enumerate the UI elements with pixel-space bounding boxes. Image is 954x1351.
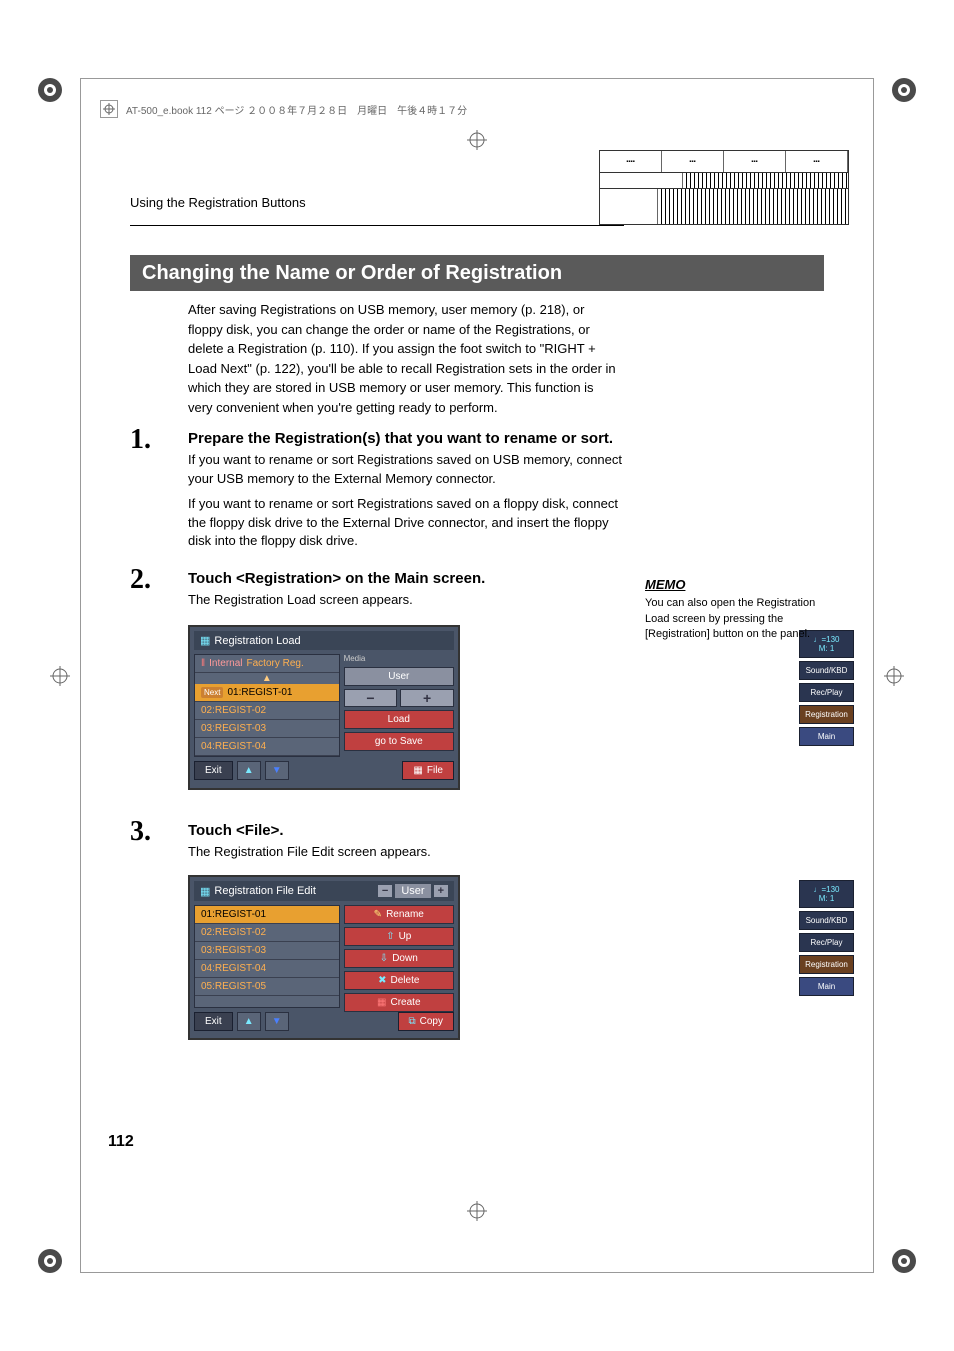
registration-load-screen: ▦ Registration Load ‖ Internal Factory R… (188, 625, 460, 790)
rename-button[interactable]: ✎Rename (344, 905, 454, 924)
keyboard-diagram: ▪▪▪▪▪▪▪▪▪▪▪▪▪ (599, 150, 849, 225)
registration-button[interactable]: Registration (799, 955, 854, 974)
sound-kbd-button[interactable]: Sound/KBD (799, 661, 854, 680)
memo-label: MEMO (645, 576, 685, 594)
list-item[interactable]: 04:REGIST-04 (195, 960, 339, 978)
main-button[interactable]: Main (799, 727, 854, 746)
media-label: Media (344, 654, 454, 663)
main-button[interactable]: Main (799, 977, 854, 996)
up-arrow-button[interactable]: ▲ (237, 1012, 261, 1031)
user-button[interactable]: User (344, 667, 454, 686)
file-button[interactable]: ▦File (402, 761, 454, 780)
user-button[interactable]: User (395, 884, 430, 898)
create-button[interactable]: ▦Create (344, 993, 454, 1012)
sound-kbd-button[interactable]: Sound/KBD (799, 911, 854, 930)
reg-mark-icon (884, 666, 904, 686)
divider (130, 225, 624, 226)
down-arrow-button[interactable]: ▼ (265, 1012, 289, 1031)
registration-button[interactable]: Registration (799, 705, 854, 724)
step-title: Touch <Registration> on the Main screen. (188, 570, 630, 587)
reg-mark-icon (50, 666, 70, 686)
memo-text: You can also open the Registration Load … (645, 596, 825, 642)
screen-title: ▦ Registration Load (194, 631, 454, 650)
down-button[interactable]: ⇩Down (344, 949, 454, 968)
rec-play-button[interactable]: Rec/Play (799, 933, 854, 952)
intro-paragraph: After saving Registrations on USB memory… (188, 300, 618, 417)
step-body-text: If you want to rename or sort Registrati… (188, 451, 630, 489)
exit-button[interactable]: Exit (194, 1012, 233, 1031)
minus-button[interactable]: − (378, 885, 392, 897)
page-heading: Changing the Name or Order of Registrati… (130, 255, 824, 291)
crop-mark-icon (35, 1246, 65, 1276)
list-header: ‖ Internal Factory Reg. (195, 655, 339, 673)
goto-save-button[interactable]: go to Save (344, 732, 454, 751)
step-body-text: The Registration Load screen appears. (188, 591, 630, 610)
page-number: 112 (108, 1133, 134, 1151)
reg-mark-icon (100, 100, 118, 118)
heading-text: Changing the Name or Order of Registrati… (142, 262, 562, 285)
step-3: 3. Touch <File>. The Registration File E… (130, 822, 630, 868)
next-badge: Next (201, 687, 223, 698)
copy-button[interactable]: ⧉Copy (398, 1012, 455, 1031)
rec-play-button[interactable]: Rec/Play (799, 683, 854, 702)
crop-mark-icon (889, 75, 919, 105)
step-body-text: The Registration File Edit screen appear… (188, 843, 630, 862)
list-item[interactable]: 05:REGIST-05 (195, 978, 339, 996)
step-number: 3. (130, 816, 151, 848)
up-arrow-button[interactable]: ▲ (237, 761, 261, 780)
plus-button[interactable]: + (400, 689, 454, 707)
step-1: 1. Prepare the Registration(s) that you … (130, 430, 630, 557)
list-item[interactable]: 02:REGIST-02 (195, 924, 339, 942)
step-number: 1. (130, 424, 151, 456)
step-number: 2. (130, 564, 151, 596)
down-arrow-button[interactable]: ▼ (265, 761, 289, 780)
plus-button[interactable]: + (434, 885, 448, 897)
list-item[interactable]: Next 01:REGIST-01 (195, 684, 339, 702)
up-button[interactable]: ⇧Up (344, 927, 454, 946)
list-item[interactable]: 04:REGIST-04 (195, 738, 339, 756)
step-title: Touch <File>. (188, 822, 630, 839)
screen-title-text: Registration Load (214, 635, 300, 647)
crop-mark-icon (35, 75, 65, 105)
memo-note: MEMO You can also open the Registration … (645, 576, 825, 642)
list-item[interactable]: 03:REGIST-03 (195, 720, 339, 738)
section-label: Using the Registration Buttons (130, 195, 306, 210)
delete-button[interactable]: ✖Delete (344, 971, 454, 990)
side-panel: ♩=130 M: 1 Sound/KBD Rec/Play Registrati… (799, 880, 854, 996)
step-title: Prepare the Registration(s) that you wan… (188, 430, 630, 447)
list-item[interactable]: 02:REGIST-02 (195, 702, 339, 720)
minus-button[interactable]: − (344, 689, 398, 707)
load-button[interactable]: Load (344, 710, 454, 729)
tempo-indicator: ♩=130 M: 1 (799, 880, 854, 908)
list-item[interactable]: 01:REGIST-01 (195, 906, 339, 924)
book-info-text: AT-500_e.book 112 ページ ２００８年７月２８日 月曜日 午後４… (126, 102, 467, 117)
step-body-text: If you want to rename or sort Registrati… (188, 495, 630, 552)
book-header: AT-500_e.book 112 ページ ２００８年７月２８日 月曜日 午後４… (100, 100, 467, 118)
screen-title: ▦Registration File Edit − User + (194, 881, 454, 901)
step-2: 2. Touch <Registration> on the Main scre… (130, 570, 630, 616)
crop-mark-icon (889, 1246, 919, 1276)
registration-file-edit-screen: ▦Registration File Edit − User + 01:REGI… (188, 875, 460, 1040)
exit-button[interactable]: Exit (194, 761, 233, 780)
side-panel: ♩=130 M: 1 Sound/KBD Rec/Play Registrati… (799, 630, 854, 746)
list-item[interactable]: 03:REGIST-03 (195, 942, 339, 960)
